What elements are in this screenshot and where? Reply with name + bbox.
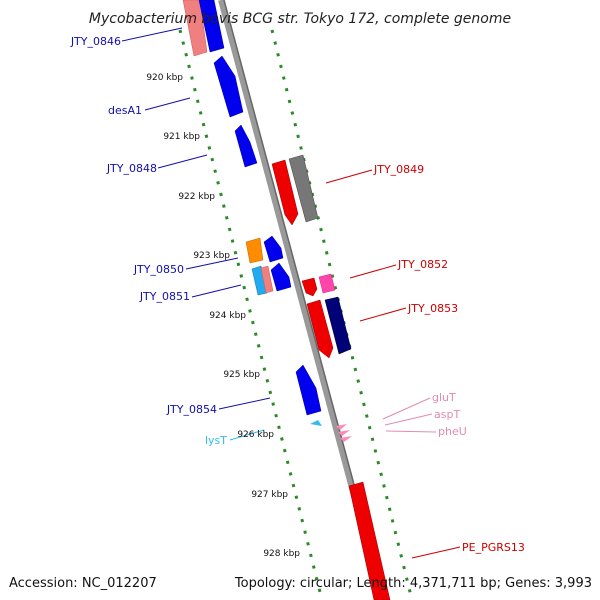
gene-label-JTY_0853[interactable]: JTY_0853	[407, 302, 458, 315]
gene-JTY_0850-blue[interactable]	[263, 235, 284, 263]
left-leader-lines	[121, 27, 271, 410]
lysT-leader	[229, 429, 265, 441]
tick-label-924: 924 kbp	[209, 311, 246, 321]
outer-ruler	[270, 29, 414, 600]
gene-JTY_0850-orange[interactable]	[245, 237, 264, 264]
tick-label-928: 928 kbp	[263, 549, 300, 559]
tick-label-926: 926 kbp	[237, 430, 274, 440]
gene-JTY_0852-red[interactable]	[301, 277, 318, 297]
kbp-tick-labels: 920 kbp 921 kbp 922 kbp 923 kbp 924 kbp …	[146, 73, 300, 559]
right-gene-labels: JTY_0849 JTY_0852 JTY_0853 gluT aspT phe…	[373, 163, 525, 554]
tick-label-927: 927 kbp	[251, 490, 288, 500]
gene-label-JTY_0850[interactable]: JTY_0850	[133, 263, 184, 276]
trna-gluT[interactable]	[336, 424, 347, 430]
tick-label-923: 923 kbp	[193, 251, 230, 261]
map-title: Mycobacterium bovis BCG str. Tokyo 172, …	[89, 11, 511, 27]
gene-label-JTY_0851[interactable]: JTY_0851	[139, 290, 190, 303]
gene-JTY_0846-pink[interactable]	[182, 0, 208, 57]
gene-JTY_0854[interactable]	[295, 364, 322, 416]
tick-label-922: 922 kbp	[178, 192, 215, 202]
gene-JTY_0848[interactable]	[234, 124, 258, 168]
tick-label-920: 920 kbp	[146, 73, 183, 83]
gene-label-pheU[interactable]: pheU	[438, 425, 467, 438]
gene-JTY_0851-blue[interactable]	[270, 262, 292, 292]
accession-label: Accession: NC_012207	[9, 576, 157, 591]
gene-label-JTY_0854[interactable]: JTY_0854	[166, 403, 217, 416]
gene-PE_PGRS13[interactable]	[348, 481, 391, 600]
gene-label-gluT[interactable]: gluT	[432, 391, 456, 404]
inner-ruler	[178, 29, 324, 600]
gene-label-lysT[interactable]: lysT	[205, 434, 227, 447]
gene-JTY_0849-red[interactable]	[271, 159, 299, 226]
tick-label-925: 925 kbp	[223, 370, 260, 380]
gene-JTY_0851-cyan[interactable]	[251, 265, 268, 296]
gene-label-aspT[interactable]: aspT	[434, 408, 460, 421]
gene-label-JTY_0848[interactable]: JTY_0848	[106, 162, 157, 175]
gene-label-JTY_0846[interactable]: JTY_0846	[70, 35, 121, 48]
trna-aspT[interactable]	[338, 430, 350, 436]
rna-leader-lines	[382, 397, 437, 433]
gene-desA1[interactable]	[213, 55, 244, 118]
left-gene-labels: JTY_0846 desA1 JTY_0848 JTY_0850 JTY_085…	[70, 35, 227, 447]
gene-JTY_0853-red[interactable]	[306, 299, 334, 359]
gene-JTY_0852-magenta[interactable]	[318, 273, 336, 294]
topology-label: Topology: circular; Length: 4,371,711 bp…	[234, 576, 592, 591]
gene-label-PE_PGRS13[interactable]: PE_PGRS13	[462, 541, 525, 554]
gene-label-JTY_0852[interactable]: JTY_0852	[397, 258, 448, 271]
gene-JTY_0849-gray[interactable]	[288, 154, 319, 223]
gene-JTY_0851-pink[interactable]	[260, 265, 274, 294]
gene-label-JTY_0849[interactable]: JTY_0849	[373, 163, 424, 176]
gene-label-desA1[interactable]: desA1	[108, 104, 142, 117]
trna-lysT[interactable]	[310, 420, 322, 426]
trna-pheU[interactable]	[340, 436, 352, 442]
gene-JTY_0846-blue[interactable]	[198, 0, 225, 53]
gene-JTY_0853-navy[interactable]	[324, 296, 352, 355]
tick-label-921: 921 kbp	[163, 132, 200, 142]
right-leader-lines	[325, 169, 461, 559]
